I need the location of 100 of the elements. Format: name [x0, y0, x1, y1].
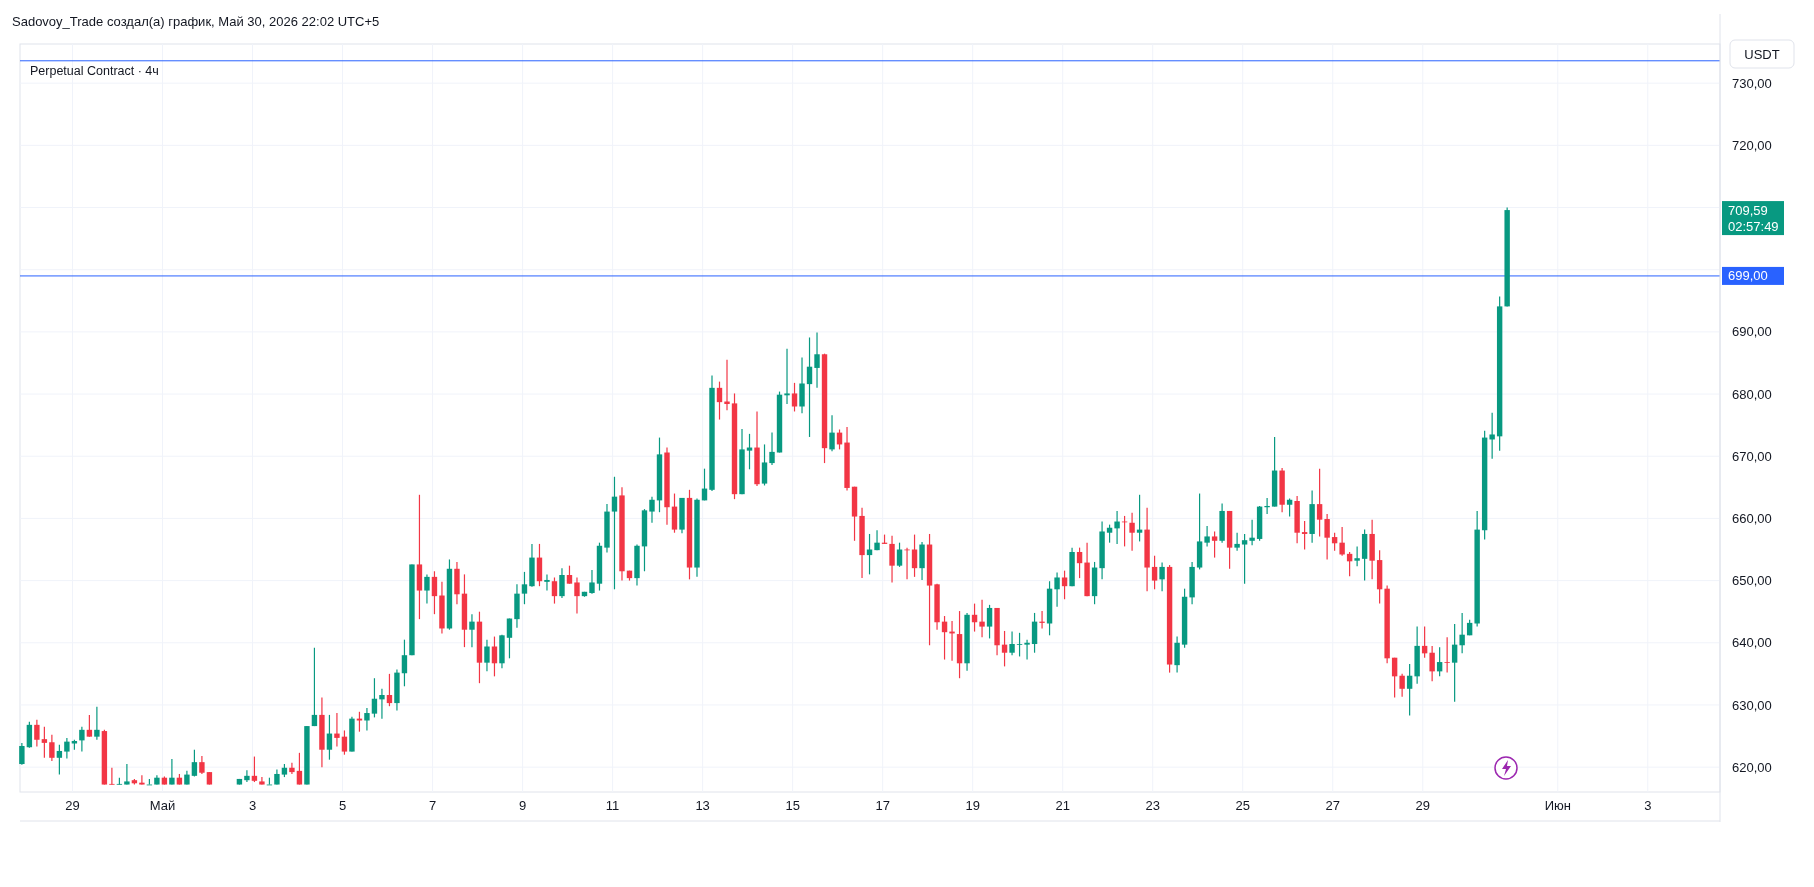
candlestick — [341, 729, 348, 756]
candlestick — [244, 769, 250, 783]
candlestick — [424, 573, 430, 605]
candlestick — [1241, 533, 1248, 585]
candlestick — [1159, 561, 1165, 592]
candlestick — [589, 569, 595, 595]
candlestick — [1459, 612, 1465, 654]
candlestick — [1054, 571, 1060, 608]
x-tick-label: Июн — [1544, 798, 1571, 813]
candlestick — [671, 492, 678, 534]
x-tick-label: 29 — [65, 798, 80, 813]
candlestick — [49, 734, 55, 762]
candlestick — [889, 535, 895, 584]
y-tick-label: 650,00 — [1732, 573, 1772, 589]
candlestick — [326, 714, 333, 761]
candlestick — [311, 647, 318, 727]
candlestick — [1009, 630, 1015, 656]
candlestick — [1114, 510, 1120, 545]
candlestick — [1106, 524, 1113, 544]
candlestick — [199, 755, 205, 775]
candlestick — [506, 617, 513, 659]
candlestick — [1354, 545, 1360, 567]
chart-subtitle: Sadovoy_Trade создал(а) график, Май 30, 2026 22:02 UTC+5 — [12, 14, 380, 29]
candlestick — [34, 719, 40, 748]
candlestick — [1204, 525, 1210, 547]
candlestick — [566, 565, 573, 585]
y-tick-label: 730,00 — [1732, 75, 1772, 91]
x-tick-label: 13 — [695, 798, 710, 813]
y-tick-label: 690,00 — [1732, 324, 1772, 340]
candlestick — [1444, 636, 1450, 674]
x-tick-label: 7 — [428, 798, 437, 813]
candlestick — [986, 604, 993, 640]
x-tick-label: 11 — [605, 798, 620, 813]
candlestick — [544, 573, 550, 592]
candlestick — [761, 443, 768, 487]
x-tick-label: Май — [149, 798, 176, 813]
candlestick — [611, 476, 618, 590]
x-tick-label: 21 — [1055, 798, 1070, 813]
candlestick — [1061, 570, 1068, 600]
ref-line-label: 699,00 — [1728, 268, 1768, 284]
text: Perpetual Contract · 4ч — [30, 64, 159, 78]
x-tick-label: 25 — [1235, 798, 1250, 813]
y-tick-label: 660,00 — [1732, 510, 1772, 526]
candlestick — [364, 707, 370, 732]
y-tick-label: 670,00 — [1732, 448, 1772, 464]
x-tick-label: 3 — [248, 798, 257, 813]
candlestick — [334, 712, 340, 748]
candlestick — [64, 737, 70, 760]
candlestick — [401, 639, 408, 687]
candlestick — [296, 752, 303, 786]
candlestick — [289, 762, 295, 775]
candlestick — [799, 356, 805, 414]
candlestick — [791, 382, 798, 413]
y-tick-label: 630,00 — [1732, 697, 1772, 713]
candlestick — [484, 639, 490, 672]
candlestick — [1451, 623, 1458, 703]
text: 709,59 — [1728, 202, 1768, 218]
candlestick — [784, 348, 790, 405]
candlestick — [19, 742, 25, 766]
candlestick — [1249, 519, 1255, 546]
x-tick-label: 3 — [1644, 798, 1652, 813]
candlestick — [1234, 532, 1240, 552]
x-tick-label: 17 — [875, 798, 890, 813]
y-tick-label: 640,00 — [1732, 635, 1772, 651]
candlestick — [124, 763, 130, 786]
candlestick — [139, 774, 145, 786]
candlestick — [769, 432, 775, 466]
candlestick — [1151, 555, 1158, 590]
candlestick — [716, 381, 723, 421]
candlestick — [1031, 612, 1038, 654]
candlestick — [1076, 547, 1083, 579]
candlestick — [649, 496, 655, 524]
x-tick-label: 15 — [785, 798, 800, 813]
x-tick-label: 23 — [1145, 798, 1160, 813]
candlestick — [431, 570, 438, 615]
candlestick — [169, 758, 175, 786]
candlestick — [41, 726, 48, 759]
candlestick — [371, 677, 378, 718]
candlestick — [806, 336, 813, 438]
candlestick — [521, 571, 528, 605]
candlestick — [1429, 645, 1435, 682]
candlestick — [1174, 635, 1180, 674]
candlestick — [574, 576, 580, 615]
candlestick — [1301, 520, 1308, 551]
candlestick — [251, 755, 258, 783]
candlestick — [919, 541, 925, 581]
candlestick — [56, 744, 63, 776]
candlestick — [551, 576, 558, 605]
candlestick — [379, 688, 385, 720]
candlestick — [559, 567, 565, 599]
candlestick — [109, 767, 115, 786]
candlestick — [724, 359, 730, 411]
candlestick — [1211, 530, 1218, 559]
x-tick-label: 29 — [1415, 798, 1430, 813]
candlestick — [469, 613, 475, 648]
candlestick — [1001, 630, 1008, 667]
candlestick — [1436, 646, 1443, 677]
candlestick — [191, 749, 198, 778]
candlestick — [1316, 468, 1323, 538]
candlestick — [79, 726, 85, 753]
